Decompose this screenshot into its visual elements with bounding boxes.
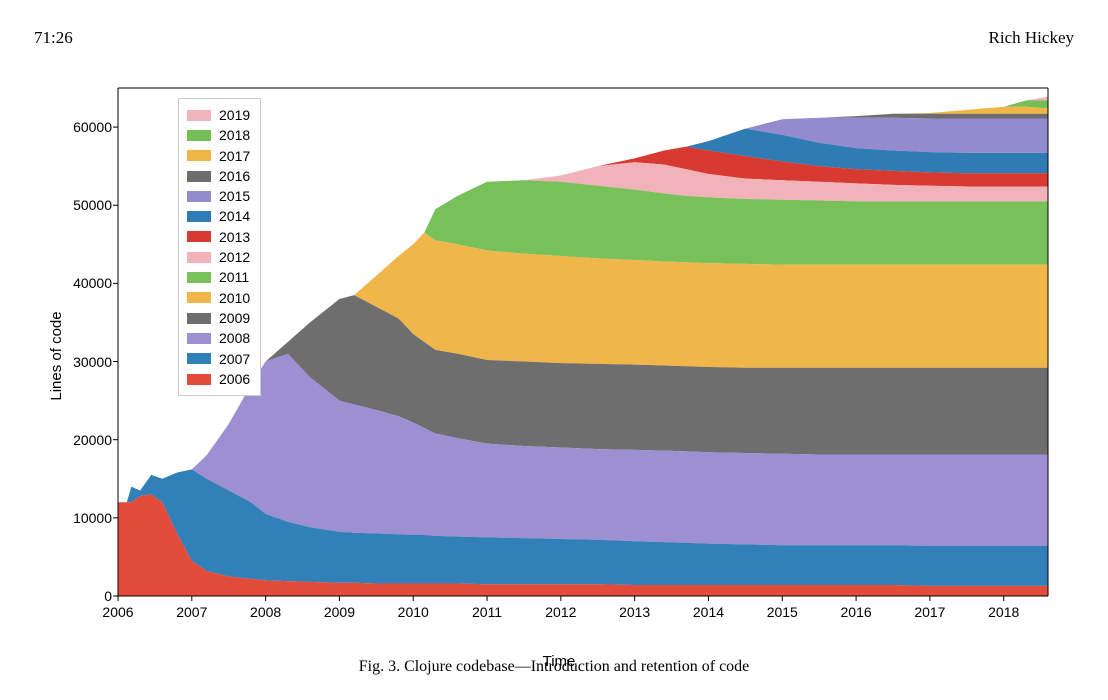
legend-item-2007: 2007 xyxy=(187,349,250,369)
x-tick-label: 2018 xyxy=(988,604,1019,620)
legend-label: 2014 xyxy=(219,206,250,226)
legend-label: 2012 xyxy=(219,247,250,267)
legend-item-2017: 2017 xyxy=(187,146,250,166)
legend-label: 2017 xyxy=(219,146,250,166)
legend-label: 2010 xyxy=(219,288,250,308)
x-tick-label: 2015 xyxy=(767,604,798,620)
legend-swatch-icon xyxy=(187,171,211,182)
paper-page: 71:26 Rich Hickey Lines of code 20192018… xyxy=(0,0,1108,700)
legend-item-2015: 2015 xyxy=(187,186,250,206)
legend-item-2019: 2019 xyxy=(187,105,250,125)
legend-label: 2006 xyxy=(219,369,250,389)
legend-swatch-icon xyxy=(187,292,211,303)
y-tick-label: 60000 xyxy=(70,119,112,135)
legend-label: 2007 xyxy=(219,349,250,369)
legend-item-2006: 2006 xyxy=(187,369,250,389)
legend-swatch-icon xyxy=(187,191,211,202)
legend-item-2012: 2012 xyxy=(187,247,250,267)
legend-item-2018: 2018 xyxy=(187,125,250,145)
author-name: Rich Hickey xyxy=(989,28,1074,48)
y-tick-label: 30000 xyxy=(70,354,112,370)
legend-label: 2016 xyxy=(219,166,250,186)
legend-swatch-icon xyxy=(187,374,211,385)
legend-box: 2019201820172016201520142013201220112010… xyxy=(178,98,261,396)
x-tick-label: 2016 xyxy=(841,604,872,620)
legend-item-2013: 2013 xyxy=(187,227,250,247)
legend-item-2010: 2010 xyxy=(187,288,250,308)
x-tick-label: 2010 xyxy=(398,604,429,620)
legend-swatch-icon xyxy=(187,252,211,263)
x-tick-label: 2006 xyxy=(102,604,133,620)
legend-swatch-icon xyxy=(187,130,211,141)
x-tick-label: 2011 xyxy=(472,604,502,620)
legend-label: 2008 xyxy=(219,328,250,348)
y-tick-label: 0 xyxy=(70,588,112,604)
legend-item-2011: 2011 xyxy=(187,267,250,287)
chart-container: Lines of code 20192018201720162015201420… xyxy=(70,88,1048,624)
x-tick-label: 2012 xyxy=(545,604,576,620)
legend-item-2008: 2008 xyxy=(187,328,250,348)
x-tick-label: 2014 xyxy=(693,604,724,620)
legend-label: 2009 xyxy=(219,308,250,328)
x-tick-label: 2017 xyxy=(914,604,945,620)
legend-label: 2011 xyxy=(219,267,249,287)
legend-item-2014: 2014 xyxy=(187,206,250,226)
legend-swatch-icon xyxy=(187,231,211,242)
y-tick-label: 50000 xyxy=(70,197,112,213)
legend-label: 2013 xyxy=(219,227,250,247)
plot-area: 2019201820172016201520142013201220112010… xyxy=(118,88,1048,596)
legend-swatch-icon xyxy=(187,150,211,161)
x-tick-label: 2007 xyxy=(176,604,207,620)
legend-label: 2018 xyxy=(219,125,250,145)
legend-swatch-icon xyxy=(187,211,211,222)
legend-swatch-icon xyxy=(187,333,211,344)
y-tick-label: 10000 xyxy=(70,510,112,526)
x-tick-label: 2013 xyxy=(619,604,650,620)
legend-swatch-icon xyxy=(187,110,211,121)
legend-swatch-icon xyxy=(187,272,211,283)
legend-item-2009: 2009 xyxy=(187,308,250,328)
x-tick-label: 2009 xyxy=(324,604,355,620)
y-tick-label: 20000 xyxy=(70,432,112,448)
page-number: 71:26 xyxy=(34,28,73,48)
y-axis-label: Lines of code xyxy=(48,311,65,400)
legend-item-2016: 2016 xyxy=(187,166,250,186)
legend-label: 2019 xyxy=(219,105,250,125)
y-tick-label: 40000 xyxy=(70,275,112,291)
legend-swatch-icon xyxy=(187,353,211,364)
figure-caption: Fig. 3. Clojure codebase—Introduction an… xyxy=(0,658,1108,676)
x-tick-label: 2008 xyxy=(250,604,281,620)
legend-label: 2015 xyxy=(219,186,250,206)
legend-swatch-icon xyxy=(187,313,211,324)
